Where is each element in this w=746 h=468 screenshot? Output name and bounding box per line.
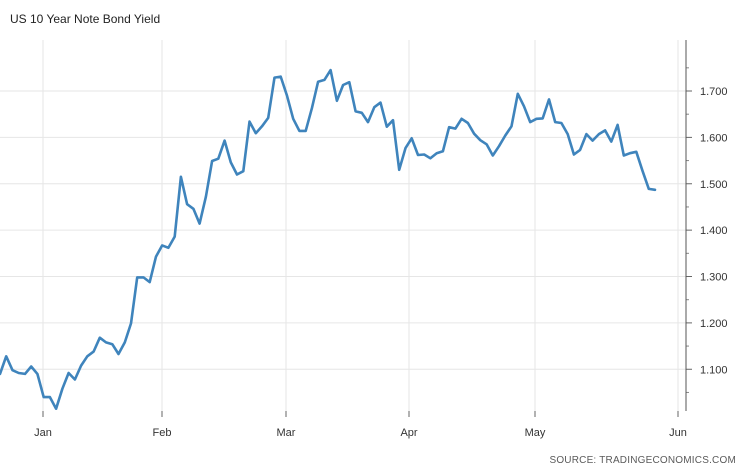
source-credit: SOURCE: TRADINGECONOMICS.COM [549, 455, 736, 466]
y-tick-label: 1.700 [700, 86, 728, 98]
x-tick-label: Jun [669, 427, 687, 439]
chart-title: US 10 Year Note Bond Yield [10, 12, 161, 26]
y-tick-label: 1.100 [700, 364, 728, 376]
x-tick-label: Apr [400, 427, 417, 439]
y-tick-label: 1.400 [700, 225, 728, 237]
y-tick-label: 1.600 [700, 132, 728, 144]
x-axis-ticks [42, 411, 679, 417]
x-tick-label: Feb [153, 427, 172, 439]
grid-lines [0, 40, 686, 411]
y-axis-ticks [686, 67, 692, 393]
x-tick-label: May [525, 427, 546, 439]
x-tick-label: Jan [34, 427, 52, 439]
x-axis-labels: Jan Feb Mar Apr May Jun [34, 427, 687, 439]
y-axis-labels: 1.100 1.200 1.300 1.400 1.500 1.600 1.700 [700, 86, 728, 376]
y-tick-label: 1.200 [700, 318, 728, 330]
y-tick-label: 1.300 [700, 272, 728, 284]
x-tick-label: Mar [277, 427, 296, 439]
series-line [0, 68, 657, 410]
y-tick-label: 1.500 [700, 179, 728, 191]
